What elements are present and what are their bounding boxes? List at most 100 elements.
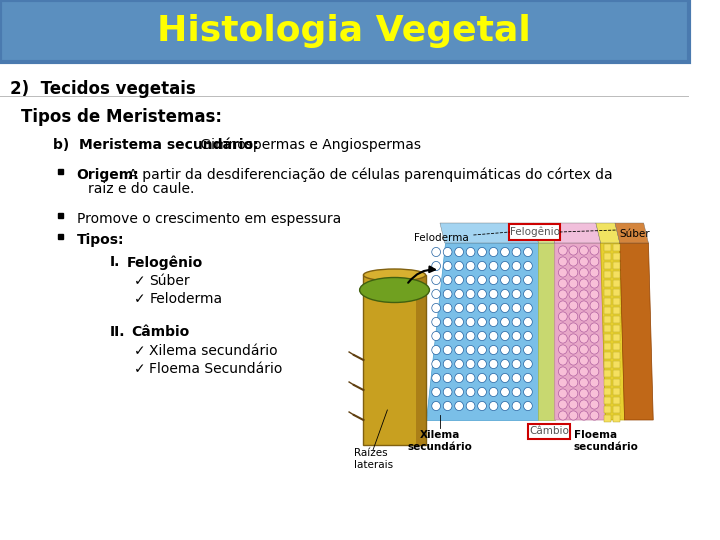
Text: Floema
secundário: Floema secundário <box>574 430 639 451</box>
Circle shape <box>477 261 487 271</box>
Ellipse shape <box>364 269 426 281</box>
Circle shape <box>580 257 588 266</box>
FancyBboxPatch shape <box>604 397 611 404</box>
FancyBboxPatch shape <box>613 325 620 332</box>
FancyBboxPatch shape <box>604 307 611 314</box>
Circle shape <box>512 261 521 271</box>
Circle shape <box>444 360 452 369</box>
Circle shape <box>590 290 599 299</box>
Circle shape <box>500 401 509 410</box>
FancyBboxPatch shape <box>613 397 620 404</box>
Circle shape <box>455 261 464 271</box>
Circle shape <box>455 289 464 299</box>
Circle shape <box>477 401 487 410</box>
Circle shape <box>559 356 567 365</box>
FancyBboxPatch shape <box>58 169 63 174</box>
FancyBboxPatch shape <box>604 352 611 359</box>
Circle shape <box>580 389 588 398</box>
FancyBboxPatch shape <box>58 234 63 239</box>
FancyBboxPatch shape <box>613 352 620 359</box>
Circle shape <box>590 400 599 409</box>
Polygon shape <box>426 243 539 420</box>
Circle shape <box>444 387 452 396</box>
Circle shape <box>569 400 577 409</box>
Text: ✓: ✓ <box>134 362 145 376</box>
FancyBboxPatch shape <box>613 253 620 260</box>
Circle shape <box>477 360 487 369</box>
Polygon shape <box>554 243 606 420</box>
Circle shape <box>580 268 588 277</box>
Text: Histologia Vegetal: Histologia Vegetal <box>158 14 531 48</box>
Circle shape <box>455 275 464 285</box>
Text: Feloderma: Feloderma <box>414 233 469 243</box>
FancyBboxPatch shape <box>613 361 620 368</box>
FancyBboxPatch shape <box>0 0 688 62</box>
Text: Súber: Súber <box>149 274 190 288</box>
Circle shape <box>466 401 475 410</box>
Circle shape <box>500 289 509 299</box>
Circle shape <box>477 303 487 313</box>
Circle shape <box>559 323 567 332</box>
Text: 2)  Tecidos vegetais: 2) Tecidos vegetais <box>9 80 195 98</box>
FancyBboxPatch shape <box>604 415 611 422</box>
FancyBboxPatch shape <box>613 334 620 341</box>
Circle shape <box>590 411 599 420</box>
Circle shape <box>489 261 498 271</box>
Circle shape <box>489 387 498 396</box>
Circle shape <box>512 346 521 355</box>
Circle shape <box>455 346 464 355</box>
FancyBboxPatch shape <box>604 271 611 278</box>
Circle shape <box>590 246 599 255</box>
Circle shape <box>569 378 577 387</box>
Polygon shape <box>534 223 554 243</box>
Text: Câmbio: Câmbio <box>131 325 189 339</box>
FancyBboxPatch shape <box>416 275 426 445</box>
Circle shape <box>455 332 464 341</box>
FancyBboxPatch shape <box>604 361 611 368</box>
Text: Raízes
laterais: Raízes laterais <box>354 448 393 470</box>
Circle shape <box>559 345 567 354</box>
Circle shape <box>569 301 577 310</box>
Circle shape <box>580 334 588 343</box>
Circle shape <box>489 401 498 410</box>
Polygon shape <box>600 243 624 420</box>
Text: Promove o crescimento em espessura: Promove o crescimento em espessura <box>76 212 341 226</box>
Circle shape <box>569 312 577 321</box>
Circle shape <box>559 279 567 288</box>
Circle shape <box>512 318 521 327</box>
Circle shape <box>489 303 498 313</box>
Circle shape <box>590 389 599 398</box>
FancyBboxPatch shape <box>509 224 560 240</box>
Circle shape <box>466 318 475 327</box>
Circle shape <box>477 387 487 396</box>
Circle shape <box>580 356 588 365</box>
Circle shape <box>512 387 521 396</box>
FancyBboxPatch shape <box>604 316 611 323</box>
Circle shape <box>580 279 588 288</box>
Circle shape <box>523 261 532 271</box>
Circle shape <box>590 257 599 266</box>
Circle shape <box>432 387 441 396</box>
FancyBboxPatch shape <box>613 271 620 278</box>
Circle shape <box>489 346 498 355</box>
FancyBboxPatch shape <box>613 307 620 314</box>
Circle shape <box>489 275 498 285</box>
Circle shape <box>444 318 452 327</box>
Text: Tipos de Meristemas:: Tipos de Meristemas: <box>21 108 222 126</box>
Text: Feloderma: Feloderma <box>149 292 222 306</box>
Circle shape <box>466 261 475 271</box>
Circle shape <box>559 246 567 255</box>
Circle shape <box>444 275 452 285</box>
Circle shape <box>512 401 521 410</box>
Circle shape <box>523 303 532 313</box>
Circle shape <box>569 268 577 277</box>
Circle shape <box>500 346 509 355</box>
Circle shape <box>559 378 567 387</box>
Circle shape <box>569 367 577 376</box>
Circle shape <box>432 374 441 382</box>
Circle shape <box>512 247 521 256</box>
FancyBboxPatch shape <box>613 388 620 395</box>
Circle shape <box>500 318 509 327</box>
Circle shape <box>569 389 577 398</box>
FancyBboxPatch shape <box>604 370 611 377</box>
